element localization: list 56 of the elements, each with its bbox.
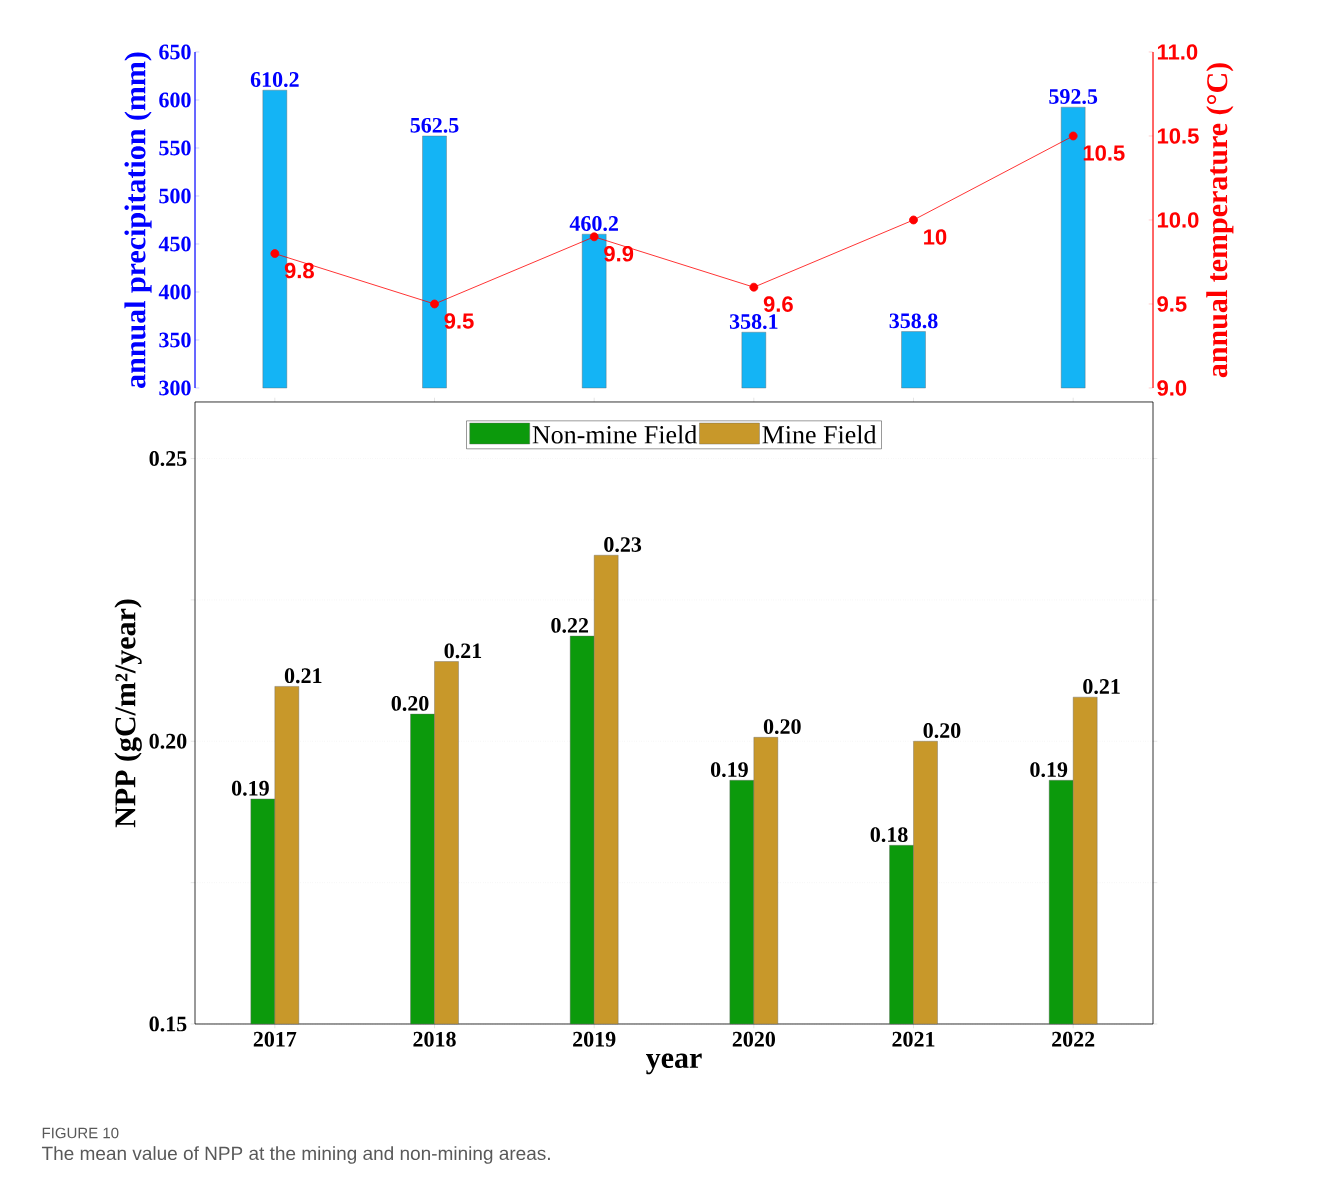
point [270, 249, 280, 258]
data-label: 562.5 [410, 117, 459, 133]
y-tick-label: 300 [159, 380, 191, 396]
data-label: 0.21 [284, 668, 322, 684]
data-label: 610.2 [250, 72, 299, 87]
point [589, 232, 599, 242]
y-axis-title: NPP (gC/m²/year) [114, 599, 142, 828]
data-label: 460.2 [569, 216, 618, 231]
x-tick-label: 2018 [413, 1031, 456, 1047]
data-label: 0.18 [870, 827, 908, 843]
data-label: 10 [924, 229, 947, 245]
data-label: 9.6 [763, 296, 793, 312]
data-label: 0.21 [1083, 679, 1120, 694]
y-tick-label: 0.15 [149, 1016, 187, 1032]
y-axis-title: annual precipitation (mm) [124, 52, 152, 388]
data-label: 0.19 [710, 762, 748, 778]
text: The mean value of NPP at the mining and non-mining areas. [41, 1146, 550, 1164]
y-tick-label: 0.20 [149, 733, 187, 749]
data-label: 358.8 [889, 313, 938, 329]
data-label: 0.20 [391, 695, 429, 711]
y-tick-label: 350 [159, 332, 191, 348]
data-label: 0.20 [923, 723, 961, 739]
y2-tick-label: 9.0 [1157, 380, 1187, 396]
legend-label: Non-mine Field [532, 425, 697, 444]
point [909, 215, 918, 225]
y-tick-label: 500 [159, 188, 191, 204]
point [1068, 131, 1078, 141]
y2-tick-label: 10.0 [1157, 212, 1199, 228]
legend-label: Mine Field [762, 425, 877, 444]
y-tick-label: 450 [158, 236, 191, 252]
data-label: 592.5 [1049, 89, 1098, 104]
y-tick-label: 650 [159, 44, 191, 60]
y2-tick-label: 9.5 [1157, 296, 1187, 312]
data-label: 0.20 [763, 719, 801, 735]
y-tick-label: 400 [158, 284, 191, 300]
y-tick-label: 550 [159, 140, 191, 156]
data-label: 0.19 [231, 780, 269, 796]
data-label: 0.19 [1030, 762, 1068, 778]
y2-axis-title: annual temperature (°C) [1206, 63, 1234, 378]
x-tick-label: 2017 [253, 1031, 297, 1047]
x-axis-title: year [645, 1053, 702, 1075]
x-tick-label: 2021 [892, 1031, 935, 1047]
x-tick-label: 2019 [573, 1031, 616, 1047]
data-label: 0.23 [604, 537, 642, 553]
data-label: 0.21 [444, 643, 482, 659]
x-tick-label: 2020 [732, 1031, 775, 1047]
point [430, 299, 439, 309]
point [749, 282, 759, 292]
y-tick-label: 0.25 [149, 451, 187, 466]
caption: FIGURE 10 [42, 1127, 119, 1139]
data-label: 358.1 [729, 314, 778, 330]
data-label: 0.22 [551, 617, 589, 633]
y-tick-label: 600 [159, 92, 191, 108]
y2-tick-label: 11.0 [1157, 44, 1198, 60]
y2-tick-label: 10.5 [1157, 128, 1199, 144]
x-tick-label: 2022 [1052, 1031, 1095, 1047]
